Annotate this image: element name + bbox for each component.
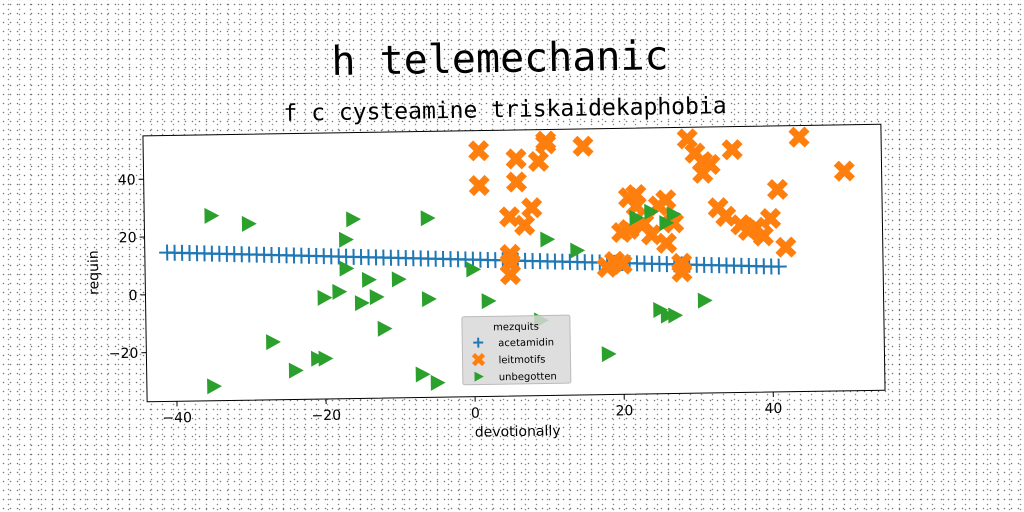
data-point	[498, 206, 521, 228]
data-point	[332, 283, 348, 300]
y-tick-label: −20	[109, 346, 139, 362]
data-point	[625, 183, 647, 206]
y-axis-label: requin	[86, 250, 103, 295]
data-point	[513, 214, 536, 236]
legend-marker-unbegotten	[474, 371, 484, 382]
legend-box	[461, 314, 572, 386]
data-point	[766, 178, 789, 201]
legend-label: leitmotifs	[498, 355, 545, 367]
data-point	[391, 271, 407, 288]
chart-subtitle: f c cysteamine triskaidekaphobia	[283, 93, 726, 127]
data-point	[653, 301, 669, 318]
data-point	[752, 225, 774, 247]
ticks-layer: −40 −20 0 20 40 −20 0 20 40	[109, 172, 783, 426]
data-point	[660, 307, 676, 324]
data-point	[770, 258, 787, 275]
y-tick-label: 40	[118, 172, 136, 188]
data-point	[369, 289, 385, 306]
marks-layer	[159, 126, 855, 395]
data-point	[527, 150, 550, 173]
data-point	[288, 362, 304, 379]
data-point	[618, 218, 640, 241]
data-point	[659, 215, 675, 232]
data-point	[671, 261, 693, 283]
x-tick-label: 20	[615, 403, 633, 419]
legend-label: unbegotten	[499, 371, 557, 383]
data-point	[466, 261, 482, 278]
data-point	[430, 374, 446, 391]
legend: mezquits acetamidin leitmotifs unbegotten	[461, 314, 572, 386]
legend-marker-acetamidin	[473, 337, 484, 348]
data-point	[241, 215, 257, 232]
data-point	[481, 293, 497, 310]
data-point	[572, 135, 594, 157]
data-point	[697, 292, 713, 309]
data-point	[699, 153, 721, 176]
data-point	[715, 205, 737, 227]
data-point	[644, 203, 660, 220]
data-point	[415, 366, 431, 383]
data-point	[540, 231, 556, 248]
data-point	[759, 207, 782, 230]
data-point	[521, 197, 543, 219]
data-point	[468, 174, 490, 197]
x-tick-label: 0	[471, 406, 480, 422]
data-point	[266, 334, 281, 351]
y-tick-label: 0	[128, 288, 137, 304]
data-point	[499, 252, 521, 274]
data-point	[640, 224, 663, 246]
data-point	[655, 189, 677, 211]
data-point	[676, 128, 698, 150]
axes: −40 −20 0 20 40 −20 0 20 40 mezquits acetamidin l…	[86, 123, 886, 441]
data-point	[421, 291, 437, 308]
data-point	[361, 271, 377, 288]
data-point	[666, 206, 682, 223]
x-tick-label: 40	[764, 401, 782, 417]
data-point	[629, 209, 645, 226]
chart-title: h telemechanic	[331, 33, 669, 85]
data-point	[833, 160, 855, 182]
data-point	[354, 295, 370, 312]
data-point	[788, 126, 810, 148]
data-point	[311, 350, 326, 367]
legend-title: mezquits	[493, 322, 539, 334]
x-axis-label: devotionally	[475, 423, 561, 440]
data-point	[207, 378, 222, 395]
data-point	[204, 207, 220, 224]
legend-label: acetamidin	[498, 337, 554, 349]
data-point	[721, 139, 743, 161]
data-point	[346, 211, 362, 228]
data-point	[601, 346, 617, 363]
data-point	[505, 171, 528, 193]
data-point	[318, 350, 334, 367]
data-point	[377, 320, 393, 337]
data-point	[339, 260, 355, 277]
legend-entries: acetamidin leitmotifs unbegotten	[471, 337, 557, 383]
y-tick-label: 20	[119, 230, 137, 246]
data-point	[338, 231, 354, 248]
data-point	[611, 253, 633, 275]
data-point	[668, 307, 684, 324]
x-tick-label: −40	[162, 410, 192, 426]
data-point	[775, 236, 797, 258]
data-point	[468, 140, 490, 162]
legend-marker-leitmotifs	[471, 352, 486, 367]
x-tick-label: −20	[311, 408, 341, 424]
data-point	[505, 148, 527, 170]
data-point	[655, 232, 678, 254]
data-point	[535, 130, 557, 152]
data-point	[570, 242, 586, 259]
data-point	[317, 289, 333, 306]
data-point	[420, 210, 436, 227]
